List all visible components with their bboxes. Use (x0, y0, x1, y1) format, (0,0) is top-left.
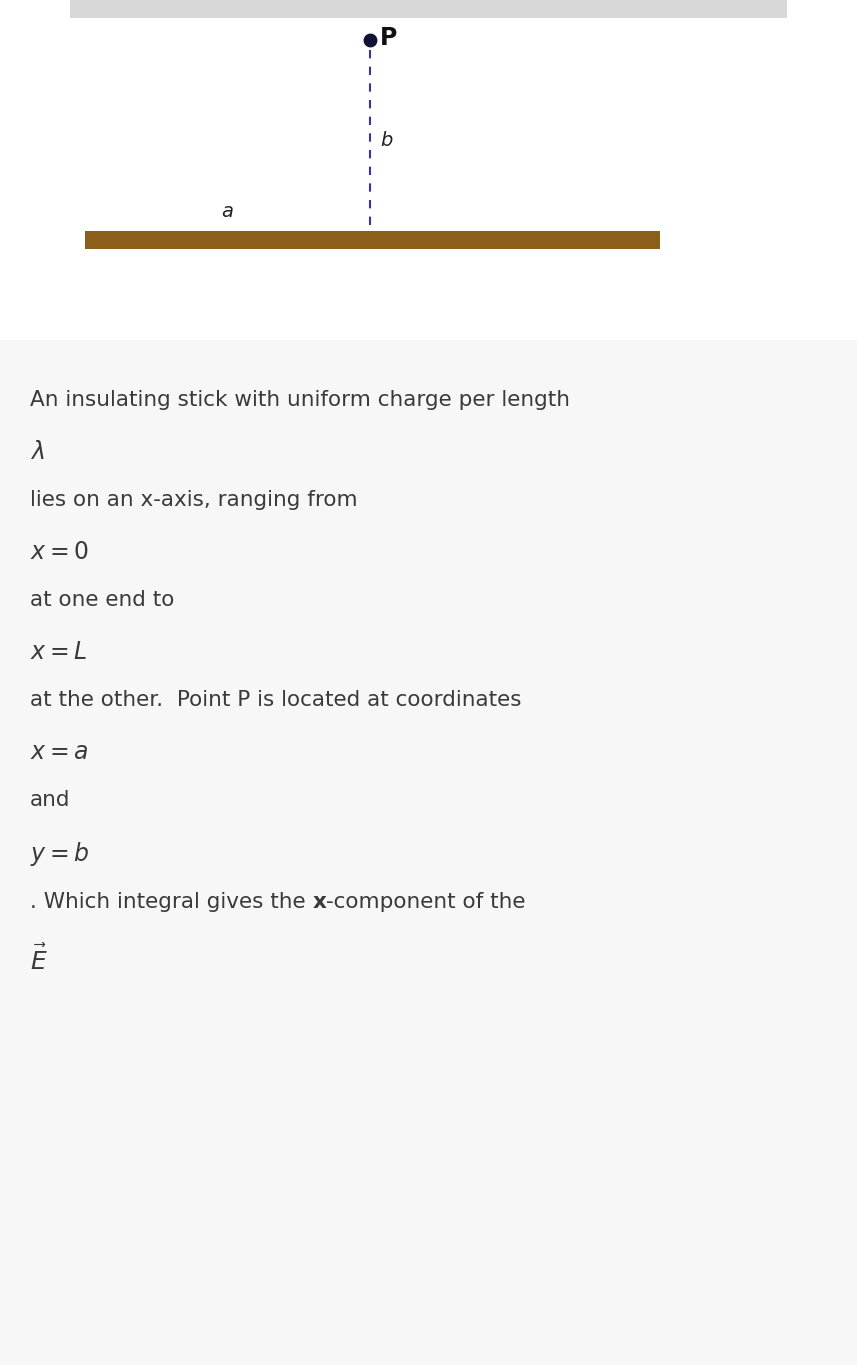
Text: $x = 0$: $x = 0$ (30, 541, 89, 564)
Text: $\vec{E}$: $\vec{E}$ (30, 945, 48, 975)
Text: lies on an x-axis, ranging from: lies on an x-axis, ranging from (30, 490, 357, 511)
Text: $y = b$: $y = b$ (30, 839, 89, 868)
Text: x: x (313, 891, 327, 912)
Text: $\lambda$: $\lambda$ (30, 440, 45, 464)
Text: at the other.  Point P is located at coordinates: at the other. Point P is located at coor… (30, 689, 522, 710)
Text: $x = a$: $x = a$ (30, 740, 88, 764)
Text: -component of the: -component of the (327, 891, 526, 912)
Text: at one end to: at one end to (30, 590, 174, 610)
Text: P: P (380, 26, 398, 51)
Text: $b$: $b$ (380, 131, 393, 150)
Bar (0, 0, 857, 340)
Text: . Which integral gives the: . Which integral gives the (30, 891, 313, 912)
Text: and: and (30, 790, 70, 809)
Text: $a$: $a$ (221, 203, 234, 221)
Bar (85, 231, 660, 248)
Bar (70, 0, 787, 18)
Text: $x = L$: $x = L$ (30, 640, 87, 663)
Text: An insulating stick with uniform charge per length: An insulating stick with uniform charge … (30, 390, 570, 410)
